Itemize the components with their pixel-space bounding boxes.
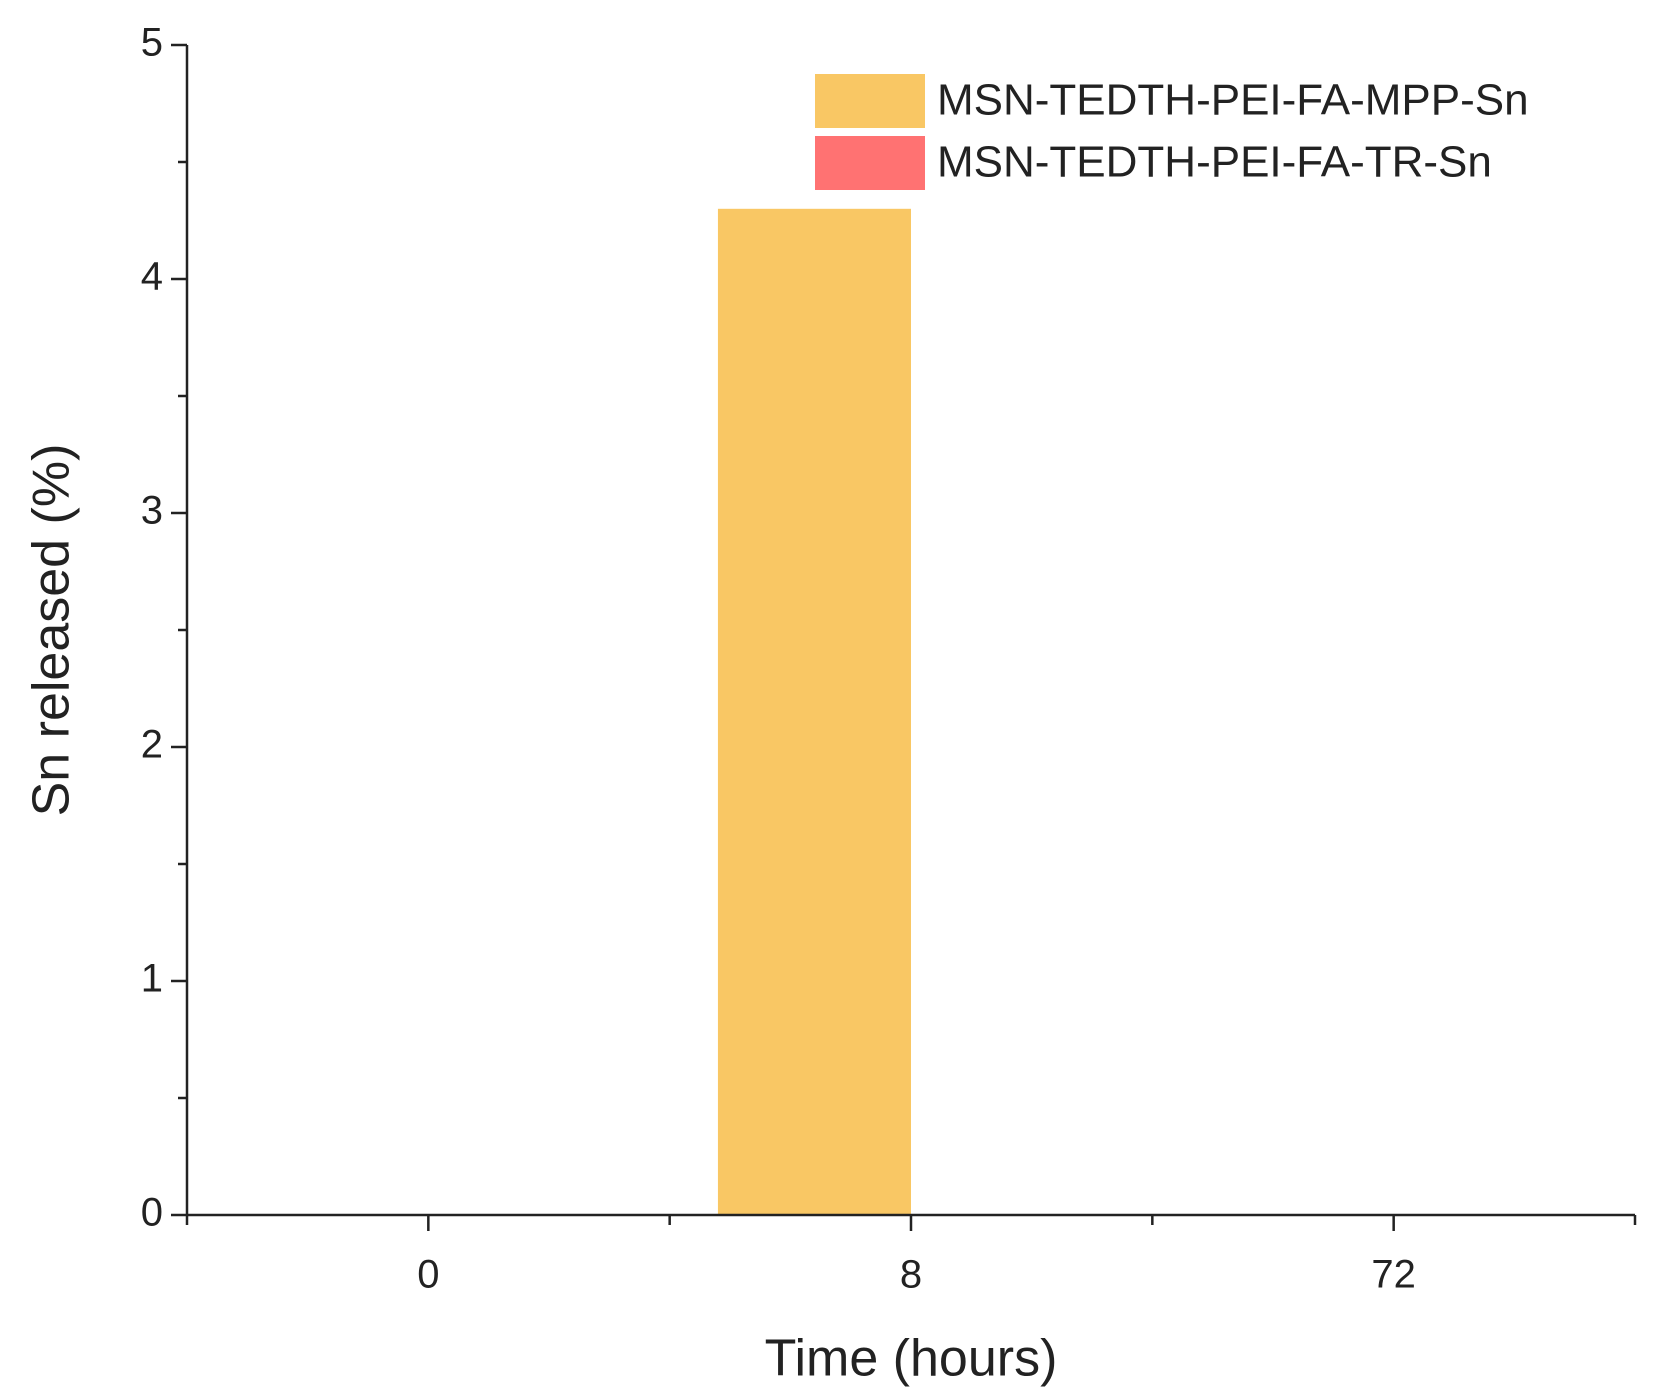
x-tick-label: 0	[417, 1253, 439, 1297]
legend-label: MSN-TEDTH-PEI-FA-MPP-Sn	[937, 76, 1529, 125]
y-tick-label: 3	[141, 489, 163, 533]
legend-swatch	[815, 74, 925, 128]
y-tick-label: 0	[141, 1191, 163, 1235]
y-tick-label: 5	[141, 21, 163, 65]
y-tick-label: 2	[141, 723, 163, 767]
x-tick-label: 72	[1371, 1253, 1416, 1297]
y-tick-label: 4	[141, 255, 163, 299]
x-tick-label: 8	[900, 1253, 922, 1297]
y-axis-title: Sn released (%)	[23, 444, 81, 817]
x-axis-title: Time (hours)	[765, 1330, 1058, 1388]
bar	[717, 208, 911, 1216]
legend-label: MSN-TEDTH-PEI-FA-TR-Sn	[937, 138, 1492, 187]
legend-swatch	[815, 136, 925, 190]
y-tick-label: 1	[141, 957, 163, 1001]
